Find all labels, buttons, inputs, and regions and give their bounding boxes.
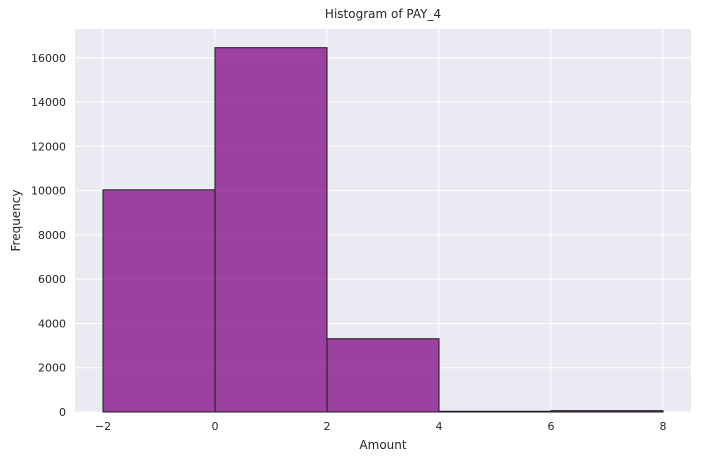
histogram-bar — [438, 410, 552, 413]
y-tick-label: 14000 — [31, 96, 66, 109]
x-tick-label: 4 — [436, 420, 443, 433]
x-tick-label: 2 — [324, 420, 331, 433]
y-tick-label: 16000 — [31, 52, 66, 65]
x-tick-label: 0 — [212, 420, 219, 433]
y-tick-label: 12000 — [31, 140, 66, 153]
x-axis-label: Amount — [359, 438, 406, 452]
y-tick-label: 8000 — [38, 229, 66, 242]
y-tick-label: 4000 — [38, 317, 66, 330]
y-tick-label: 2000 — [38, 362, 66, 375]
histogram-bar — [214, 47, 328, 413]
y-tick-label: 6000 — [38, 273, 66, 286]
histogram-bar — [102, 189, 216, 413]
bars — [102, 47, 664, 413]
y-axis-ticks: 0 2000 4000 6000 8000 10000 12000 14000 16000 — [31, 52, 66, 419]
y-tick-label: 0 — [59, 406, 66, 419]
x-tick-label: 8 — [660, 420, 667, 433]
histogram-bar — [326, 338, 440, 413]
x-axis-ticks: −2 0 2 4 6 8 — [95, 420, 667, 433]
chart-title: Histogram of PAY_4 — [325, 7, 441, 21]
y-tick-label: 10000 — [31, 185, 66, 198]
histogram-bar — [550, 410, 664, 413]
x-tick-label: −2 — [95, 420, 111, 433]
x-tick-label: 6 — [548, 420, 555, 433]
y-axis-label: Frequency — [9, 190, 23, 252]
